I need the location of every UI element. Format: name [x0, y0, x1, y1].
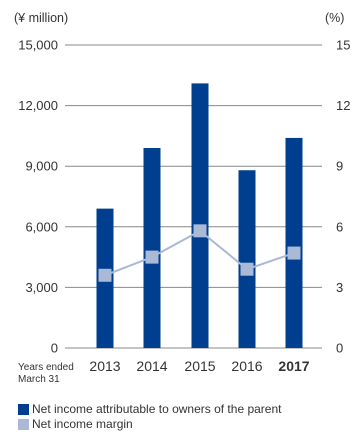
bar	[191, 83, 209, 348]
x-tick-label: 2017	[278, 358, 309, 374]
margin-point	[240, 262, 254, 276]
bar	[238, 170, 256, 348]
x-axis-note-line2: March 31	[18, 374, 60, 385]
bar	[285, 137, 303, 348]
left-axis-unit: (¥ million)	[14, 11, 69, 25]
left-tick-label: 15,000	[18, 38, 58, 53]
legend-label-line: Net income margin	[32, 417, 133, 431]
margin-point	[145, 250, 159, 264]
right-tick-label: 0	[336, 341, 343, 356]
x-axis-note-line1: Years ended	[18, 362, 74, 373]
right-axis-unit: (%)	[325, 11, 345, 25]
right-tick-label: 15	[336, 38, 350, 53]
right-tick-label: 6	[336, 219, 343, 234]
right-tick-label: 12	[336, 98, 350, 113]
left-tick-label: 0	[51, 341, 58, 356]
right-tick-label: 9	[336, 159, 343, 174]
legend-label-bars: Net income attributable to owners of the…	[32, 402, 282, 416]
x-tick-label: 2014	[136, 358, 167, 374]
legend-swatch-line	[18, 418, 29, 430]
margin-point	[98, 268, 112, 282]
left-tick-label: 6,000	[25, 219, 58, 234]
legend-item-line: Net income margin	[18, 417, 133, 431]
left-tick-label: 9,000	[25, 159, 58, 174]
x-tick-label: 2016	[231, 358, 262, 374]
margin-point	[287, 246, 301, 260]
margin-point	[193, 224, 207, 238]
right-tick-label: 3	[336, 280, 343, 295]
legend-item-bars: Net income attributable to owners of the…	[18, 402, 281, 416]
legend-swatch-bars	[18, 403, 29, 415]
left-tick-label: 12,000	[18, 98, 58, 113]
x-tick-label: 2013	[89, 358, 120, 374]
x-tick-label: 2015	[184, 358, 215, 374]
left-tick-label: 3,000	[25, 280, 58, 295]
bar	[143, 148, 161, 348]
